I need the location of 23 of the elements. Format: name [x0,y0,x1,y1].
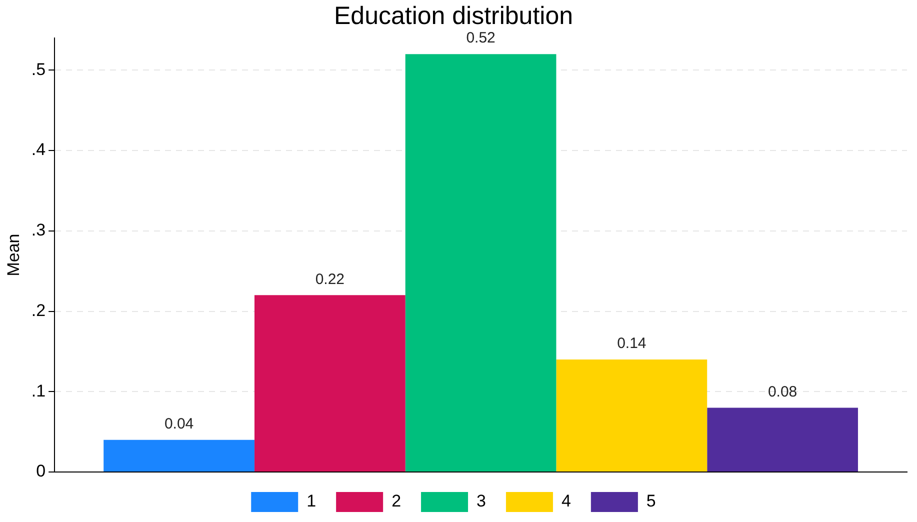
bar [556,359,708,472]
y-tick-label: .3 [31,220,46,240]
bar [707,408,858,472]
bar [405,54,556,472]
legend-label: 4 [561,492,571,511]
data-label: 0.08 [768,383,798,400]
legend-label: 2 [392,492,402,511]
data-label: 0.52 [466,30,496,47]
bar [104,440,254,472]
y-tick-label: .4 [31,140,46,160]
y-tick-label: .1 [31,381,46,400]
bar [254,295,406,472]
y-tick-label: 0 [36,462,46,481]
y-tick-label: .5 [31,60,46,79]
y-tick-label: .2 [31,300,46,320]
legend-label: 5 [646,492,656,511]
y-axis-title: Mean [4,234,23,276]
data-label: 0.22 [315,270,345,288]
data-label: 0.04 [164,415,194,432]
chart-title: Education distribution [334,2,574,30]
data-label: 0.14 [617,335,646,352]
legend-label: 1 [306,492,316,511]
legend-label: 3 [476,492,486,511]
